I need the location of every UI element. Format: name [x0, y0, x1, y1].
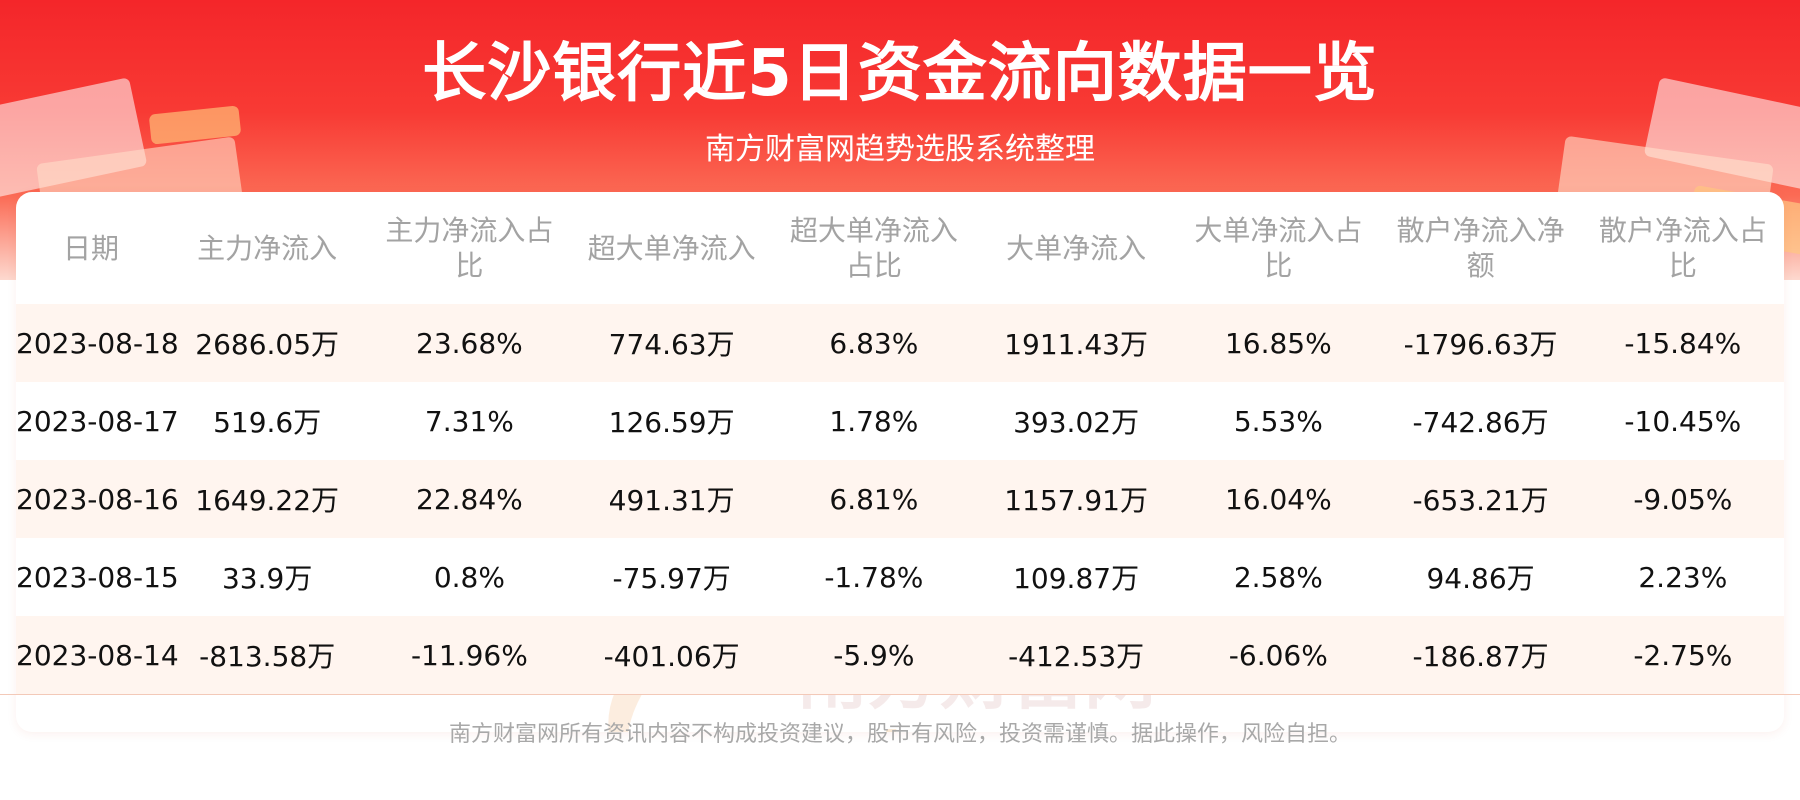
table-cell: 0.8% — [433, 560, 505, 594]
table-cell: 774.63万 — [570, 304, 773, 382]
footer-disclaimer: 南方财富网所有资讯内容不构成投资建议，股市有风险，投资需谨慎。据此操作，风险自担… — [448, 722, 1351, 747]
table-cell: -1.78% — [824, 560, 924, 594]
table-cell: -11.96% — [368, 616, 571, 694]
table-cell: 2023-08-16 — [16, 460, 179, 538]
table-cell: -653.21万 — [1379, 460, 1582, 538]
column-header: 大单净流入占比 — [1194, 214, 1363, 282]
table-cell: 109.87万 — [1013, 562, 1140, 595]
table-cell: 33.9万 — [221, 562, 313, 595]
table-cell: -5.9% — [772, 616, 975, 694]
table-cell: 2.23% — [1638, 560, 1728, 594]
table-cell: 94.86万 — [1426, 562, 1535, 595]
footer-divider — [0, 694, 1800, 695]
table-cell: 393.02万 — [1013, 406, 1140, 439]
table-cell: 7.31% — [424, 404, 514, 438]
table-row: 2023-08-17 519.6万 7.31% 126.59万 1.78% 39… — [16, 382, 1784, 460]
table-cell: 2023-08-17 — [16, 404, 179, 438]
table-cell: 1911.43万 — [974, 304, 1178, 382]
table-cell: 491.31万 — [570, 460, 773, 538]
table-cell: 16.04% — [1177, 460, 1380, 538]
table-cell: 5.53% — [1233, 404, 1323, 438]
table-cell: 23.68% — [368, 304, 571, 382]
table-cell: 16.85% — [1177, 304, 1380, 382]
table-cell: -10.45% — [1624, 404, 1742, 438]
table-row: 2023-08-16 1649.22万 22.84% 491.31万 6.81%… — [16, 460, 1784, 538]
table-row: 2023-08-18 2686.05万 23.68% 774.63万 6.83%… — [16, 304, 1784, 382]
table-header-row: 日期 主力净流入 主力净流入占比 超大单净流入 超大单净流入占比 大单净流入 大… — [16, 192, 1784, 304]
table-cell: 1649.22万 — [166, 460, 369, 538]
table-cell: 2686.05万 — [166, 304, 369, 382]
table-cell: 2023-08-18 — [16, 304, 179, 382]
table-cell: 2.58% — [1233, 560, 1323, 594]
page-subtitle: 南方财富网趋势选股系统整理 — [705, 132, 1095, 167]
table-cell: -813.58万 — [166, 616, 369, 694]
table-cell: 519.6万 — [213, 406, 322, 439]
table-cell: -1796.63万 — [1379, 304, 1582, 382]
page-title: 长沙银行近5日资金流向数据一览 — [422, 37, 1378, 111]
table-cell: -9.05% — [1581, 460, 1784, 538]
table-cell: -186.87万 — [1379, 616, 1582, 694]
table-cell: 2023-08-15 — [16, 560, 179, 594]
table-cell: -6.06% — [1177, 616, 1380, 694]
table-cell: 1157.91万 — [974, 460, 1178, 538]
fund-flow-table: 日期 主力净流入 主力净流入占比 超大单净流入 超大单净流入占比 大单净流入 大… — [16, 192, 1784, 694]
table-cell: 126.59万 — [608, 406, 735, 439]
column-header: 大单净流入 — [1006, 231, 1147, 265]
table-cell: 6.81% — [772, 460, 975, 538]
table-cell: 2023-08-14 — [16, 616, 179, 694]
column-header: 散户净流入净额 — [1396, 214, 1565, 282]
column-header: 超大单净流入占比 — [789, 214, 958, 282]
column-header: 日期 — [63, 231, 120, 265]
table-row: 2023-08-14 -813.58万 -11.96% -401.06万 -5.… — [16, 616, 1784, 694]
table-cell: -75.97万 — [612, 562, 731, 595]
table-cell: 22.84% — [368, 460, 571, 538]
column-header: 主力净流入占比 — [385, 214, 554, 282]
column-header: 散户净流入占比 — [1598, 214, 1767, 282]
column-header: 主力净流入 — [197, 231, 338, 265]
table-cell: 1.78% — [829, 404, 919, 438]
table-cell: 6.83% — [772, 304, 975, 382]
table-cell: -742.86万 — [1412, 406, 1549, 439]
column-header: 超大单净流入 — [587, 231, 756, 265]
table-cell: -412.53万 — [974, 616, 1178, 694]
table-cell: -401.06万 — [570, 616, 773, 694]
data-table-card: 南方财富网 southmoney.com 日期 主力净流入 主力净流入占比 超大… — [16, 192, 1784, 732]
table-row: 2023-08-15 33.9万 0.8% -75.97万 -1.78% 109… — [16, 538, 1784, 616]
table-cell: -15.84% — [1581, 304, 1784, 382]
table-cell: -2.75% — [1581, 616, 1784, 694]
